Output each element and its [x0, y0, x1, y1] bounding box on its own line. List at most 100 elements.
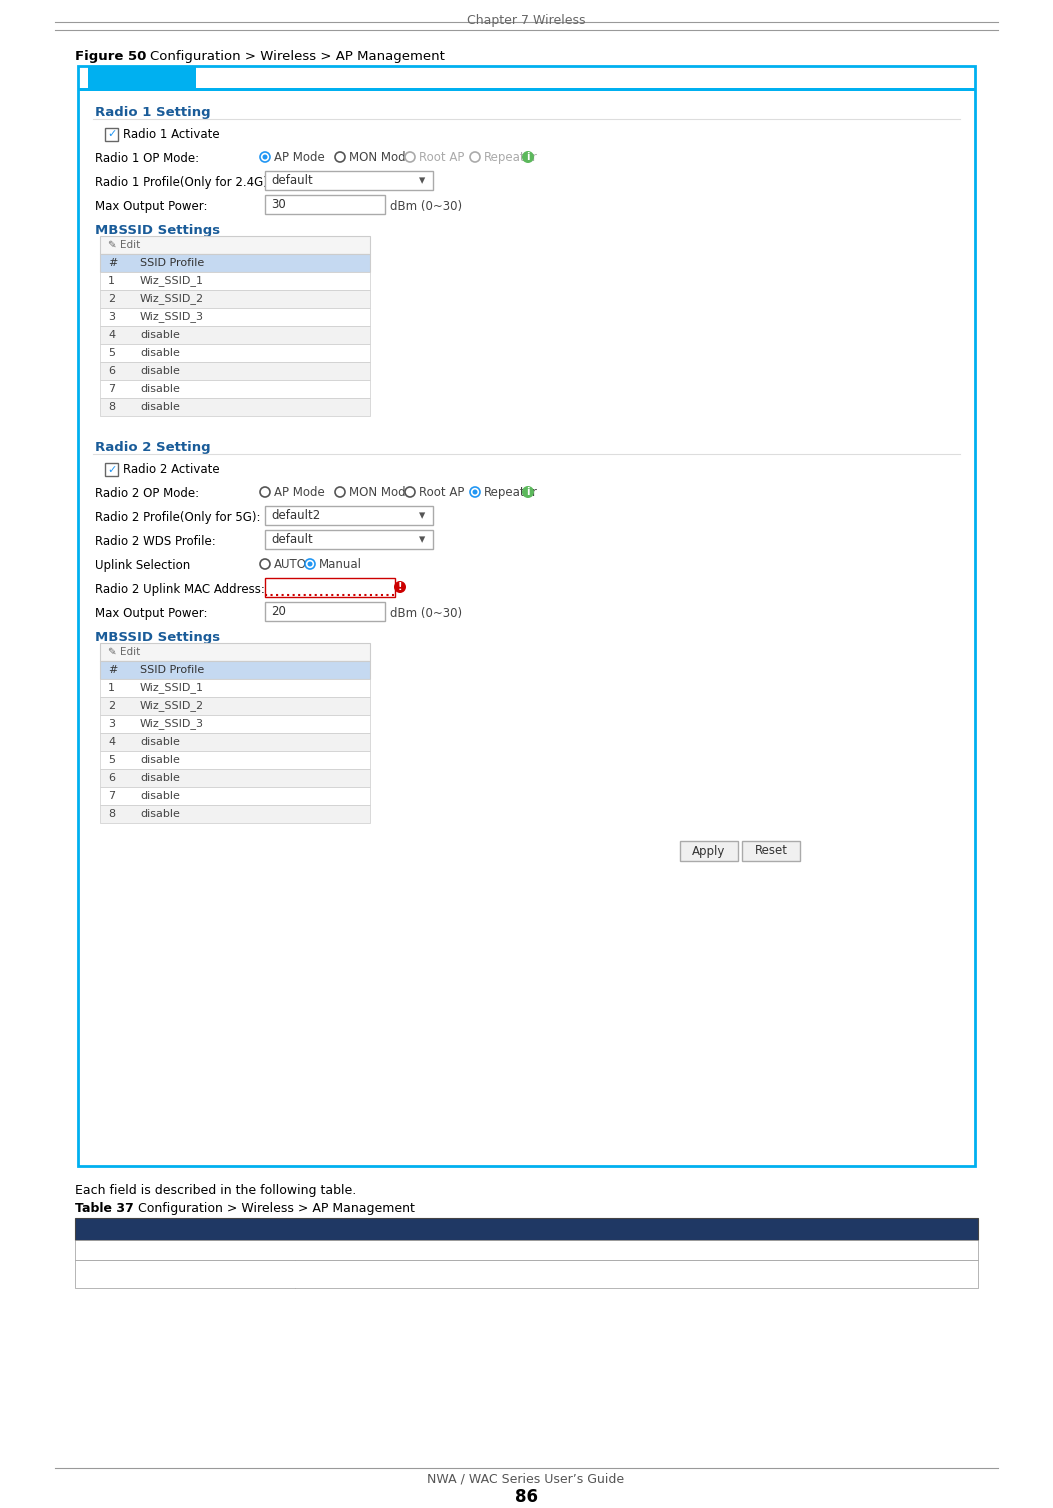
Circle shape [335, 487, 345, 498]
Bar [100, 787, 370, 805]
Text: ✓: ✓ [107, 464, 117, 475]
Text: #: # [108, 258, 117, 268]
Bar [265, 602, 385, 621]
Text: disable: disable [140, 330, 180, 339]
Text: #: # [108, 665, 117, 676]
Text: 6: 6 [108, 774, 115, 783]
Bar [100, 253, 370, 271]
Bar [680, 841, 738, 861]
Text: disable: disable [140, 792, 180, 801]
Text: disable: disable [140, 774, 180, 783]
Bar [265, 170, 433, 190]
Bar [78, 87, 975, 90]
Circle shape [473, 490, 477, 495]
Text: ▾: ▾ [419, 510, 425, 522]
Text: MON Mode: MON Mode [349, 151, 413, 164]
Bar [75, 1240, 978, 1261]
Bar [100, 308, 370, 326]
Text: Radio 1 Setting: Radio 1 Setting [95, 106, 211, 119]
Text: disable: disable [140, 348, 180, 357]
Text: 6: 6 [108, 366, 115, 375]
Text: Wiz_SSID_3: Wiz_SSID_3 [140, 718, 204, 730]
Bar [100, 697, 370, 715]
Text: 7: 7 [108, 792, 115, 801]
Text: 2: 2 [108, 294, 115, 305]
Bar [100, 235, 370, 253]
Text: LABEL: LABEL [82, 1224, 125, 1237]
Circle shape [522, 151, 534, 163]
Bar [100, 769, 370, 787]
Text: disable: disable [140, 403, 180, 412]
Text: ✎ Edit: ✎ Edit [108, 647, 140, 657]
Text: ▾: ▾ [419, 532, 425, 546]
Circle shape [307, 561, 313, 567]
Text: Max Output Power:: Max Output Power: [95, 201, 207, 213]
Text: Radio 2 Uplink MAC Address:: Radio 2 Uplink MAC Address: [95, 584, 265, 596]
Circle shape [260, 152, 270, 161]
Bar [100, 661, 370, 679]
Text: default: default [271, 173, 313, 187]
Bar [265, 195, 385, 214]
Text: SSID Profile: SSID Profile [140, 665, 204, 676]
Circle shape [335, 152, 345, 161]
Text: Reset: Reset [755, 844, 788, 858]
Text: 1: 1 [108, 276, 115, 287]
Text: Radio 1 Activate: Radio 1 Activate [123, 128, 220, 142]
Text: Manual: Manual [319, 558, 362, 572]
Text: disable: disable [140, 808, 180, 819]
Text: MBSSID Settings: MBSSID Settings [95, 630, 220, 644]
Circle shape [260, 487, 270, 498]
Bar [265, 507, 433, 525]
Text: ▾: ▾ [419, 173, 425, 187]
Bar [100, 326, 370, 344]
Text: i: i [526, 487, 530, 498]
Circle shape [522, 486, 534, 498]
Text: 30: 30 [271, 198, 285, 211]
Bar [265, 578, 395, 597]
Text: dBm (0~30): dBm (0~30) [390, 201, 462, 213]
Text: Select the check box to enable the NWA/WAC’s first (default) radio.: Select the check box to enable the NWA/W… [302, 1265, 699, 1277]
Text: dBm (0~30): dBm (0~30) [390, 608, 462, 620]
Text: AP Mode: AP Mode [274, 486, 324, 499]
Bar [100, 271, 370, 290]
Text: Figure 50: Figure 50 [75, 50, 146, 63]
Text: Each field is described in the following table.: Each field is described in the following… [75, 1184, 356, 1197]
Text: Radio 2 Setting: Radio 2 Setting [95, 440, 211, 454]
Text: Root AP: Root AP [419, 151, 464, 164]
Text: i: i [526, 152, 530, 161]
Text: Radio 1 OP Mode:: Radio 1 OP Mode: [95, 152, 199, 164]
Text: 1: 1 [108, 683, 115, 694]
Text: 5: 5 [108, 348, 115, 357]
Text: disable: disable [140, 385, 180, 394]
Bar [100, 344, 370, 362]
Bar [75, 1218, 978, 1240]
Bar [100, 362, 370, 380]
Circle shape [394, 581, 406, 593]
Text: 4: 4 [108, 330, 115, 339]
Text: AP Mode: AP Mode [274, 151, 324, 164]
Text: Wiz_SSID_1: Wiz_SSID_1 [140, 276, 204, 287]
Bar [100, 290, 370, 308]
Bar [105, 128, 118, 142]
Text: 3: 3 [108, 719, 115, 728]
Circle shape [405, 487, 415, 498]
Text: 86: 86 [515, 1488, 537, 1506]
Text: 20: 20 [271, 605, 285, 618]
Text: Radio 2 WDS Profile:: Radio 2 WDS Profile: [95, 535, 216, 547]
Circle shape [405, 152, 415, 161]
Bar [100, 380, 370, 398]
Text: 2: 2 [108, 701, 115, 710]
Text: 4: 4 [108, 737, 115, 746]
Text: Configuration > Wireless > AP Management: Configuration > Wireless > AP Management [150, 50, 444, 63]
Circle shape [262, 154, 267, 160]
Circle shape [470, 152, 480, 161]
Text: SSID Profile: SSID Profile [140, 258, 204, 268]
Bar [100, 398, 370, 416]
Text: 3: 3 [108, 312, 115, 323]
Text: Radio 1 Setting: Radio 1 Setting [82, 1246, 173, 1258]
Text: Chapter 7 Wireless: Chapter 7 Wireless [466, 14, 585, 27]
Text: AUTO: AUTO [274, 558, 307, 572]
Bar [88, 66, 196, 87]
Text: default: default [271, 532, 313, 546]
Text: Radio 1 Activate: Radio 1 Activate [82, 1265, 179, 1277]
